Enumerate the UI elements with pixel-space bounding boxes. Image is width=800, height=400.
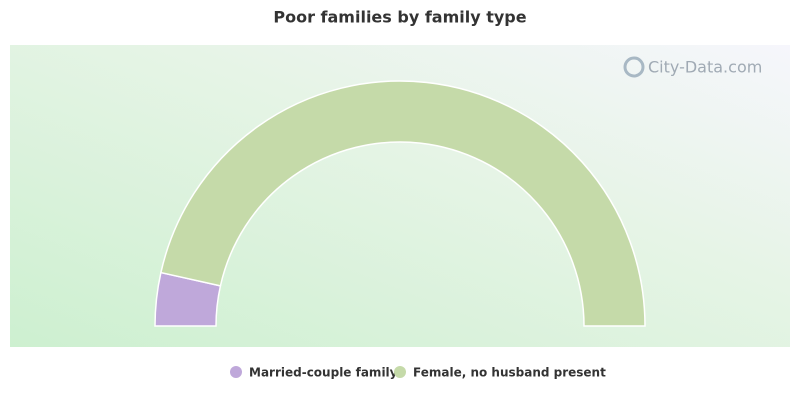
chart-title: Poor families by family type xyxy=(273,8,526,27)
legend-label: Married-couple family xyxy=(249,366,398,380)
watermark-text: City-Data.com xyxy=(648,58,762,77)
legend-label: Female, no husband present xyxy=(413,366,606,380)
arcs xyxy=(154,80,646,327)
watermark: City-Data.com xyxy=(623,56,762,78)
arc-segment xyxy=(160,80,646,327)
legend: Married-couple family Female, no husband … xyxy=(230,366,606,380)
watermark-icon xyxy=(623,56,645,78)
legend-swatch xyxy=(230,366,242,378)
legend-swatch xyxy=(394,366,406,378)
